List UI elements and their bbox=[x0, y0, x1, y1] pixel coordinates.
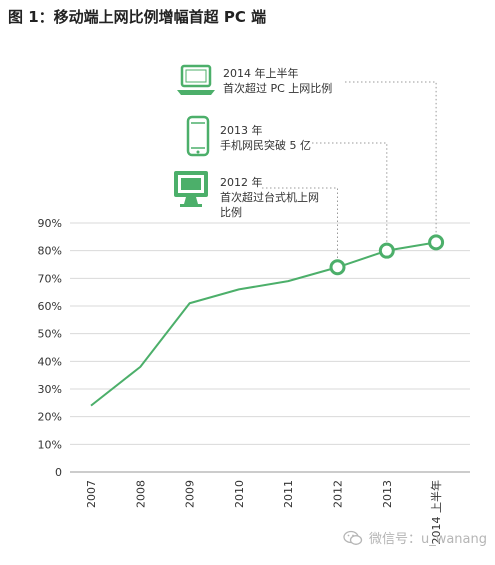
y-tick-label: 50% bbox=[38, 328, 62, 341]
y-tick-label: 40% bbox=[38, 355, 62, 368]
x-tick-label: 2011 bbox=[282, 480, 295, 508]
y-tick-labels: 0 10% 20% 30% 40% 50% 60% 70% 80% 90% bbox=[38, 217, 62, 479]
annotation-2012: 2012 年 首次超过台式机上网 比例 bbox=[220, 175, 319, 220]
grid-lines bbox=[70, 222, 470, 473]
annotation-2014-line2: 首次超过 PC 上网比例 bbox=[223, 82, 333, 95]
leader-lines bbox=[262, 81, 437, 260]
y-tick-label: 70% bbox=[38, 272, 62, 285]
x-tick-label: 2014 上半年 bbox=[429, 480, 443, 545]
annotation-2014: 2014 年上半年 首次超过 PC 上网比例 bbox=[223, 66, 332, 96]
annotation-2014-line1: 2014 年上半年 bbox=[223, 67, 299, 80]
y-tick-label: 60% bbox=[38, 300, 62, 313]
y-tick-label: 30% bbox=[38, 383, 62, 396]
annotation-2013-line2: 手机网民突破 5 亿 bbox=[220, 139, 311, 152]
annotation-2012-line3: 比例 bbox=[220, 206, 242, 219]
leader-line bbox=[345, 81, 437, 235]
y-tick-label: 90% bbox=[38, 217, 62, 230]
highlight-point bbox=[329, 259, 346, 276]
x-tick-label: 2013 bbox=[381, 480, 394, 508]
watermark: 微信号：u_wanang bbox=[343, 528, 487, 547]
x-tick-label: 2012 bbox=[332, 480, 345, 508]
x-tick-label: 2008 bbox=[134, 480, 147, 508]
leader-line bbox=[262, 187, 338, 260]
series-line bbox=[90, 241, 437, 407]
y-tick-label: 10% bbox=[38, 438, 62, 451]
y-tick-label: 0 bbox=[55, 466, 62, 479]
annotation-2013: 2013 年 手机网民突破 5 亿 bbox=[220, 123, 311, 153]
smartphone-icon bbox=[186, 115, 210, 157]
y-tick-label: 20% bbox=[38, 411, 62, 424]
x-tick-label: 2007 bbox=[85, 480, 98, 508]
laptop-icon bbox=[177, 64, 215, 95]
y-tick-label: 80% bbox=[38, 245, 62, 258]
annotation-2012-line1: 2012 年 bbox=[220, 176, 263, 189]
wechat-icon bbox=[343, 530, 363, 545]
x-tick-label: 2010 bbox=[233, 480, 246, 508]
annotation-2012-line2: 首次超过台式机上网 bbox=[220, 191, 319, 204]
series-line-layer bbox=[90, 241, 437, 407]
x-tick-label: 2009 bbox=[184, 480, 197, 508]
highlight-point bbox=[428, 234, 445, 251]
chart-title: 图 1：移动端上网比例增幅首超 PC 端 bbox=[8, 8, 267, 26]
leader-line bbox=[312, 142, 388, 243]
data-points bbox=[329, 234, 445, 276]
highlight-point bbox=[378, 242, 395, 259]
x-tick-labels: 2007 2008 2009 2010 2011 2012 2013 2014 上半年 bbox=[85, 480, 443, 545]
desktop-monitor-icon bbox=[174, 171, 208, 207]
watermark-text: 微信号：u_wanang bbox=[368, 532, 487, 547]
annotation-2013-line1: 2013 年 bbox=[220, 124, 263, 137]
